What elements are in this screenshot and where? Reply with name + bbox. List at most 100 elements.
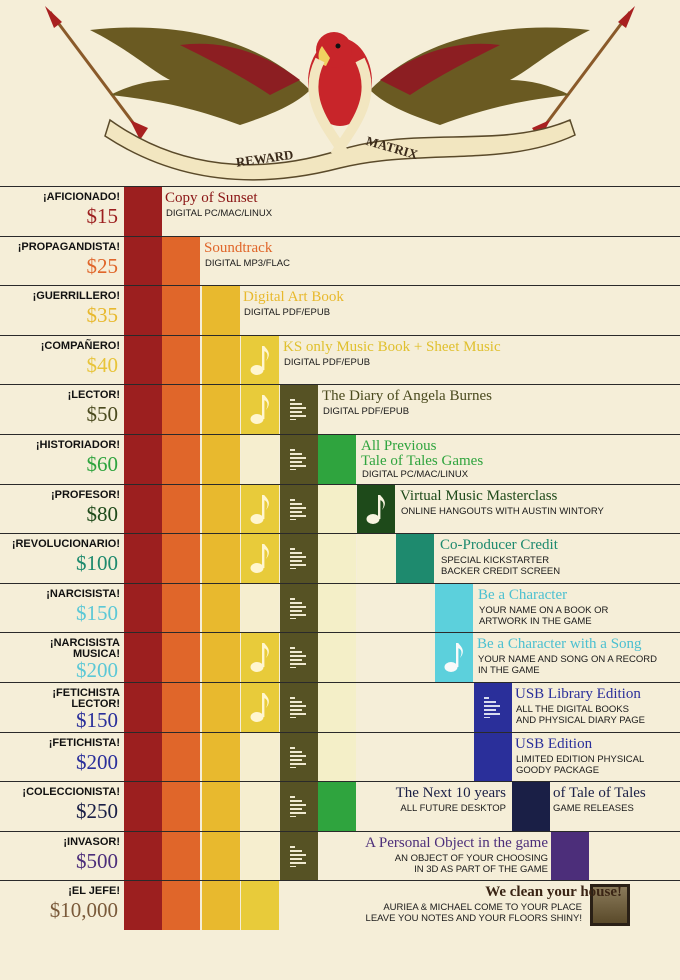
tier-row: ¡LECTOR! $50 The Diary of Angela Burnes DIG…	[0, 384, 680, 434]
reward-title: Copy of Sunset	[165, 190, 258, 206]
reward-title: Virtual Music Masterclass	[400, 487, 558, 504]
reward-description: DIGITAL PDF/EPUB	[323, 406, 410, 418]
tier-row: ¡REVOLUCIONARIO! $100 Co-Producer Credit SP…	[0, 533, 680, 583]
reward-description: YOUR NAME AND SONG ON A RECORD	[478, 654, 657, 666]
tier-name: ¡FETICHISTA	[52, 687, 120, 699]
tier-row: ¡FETICHISTA! $200 USB Edition LIMITED EDITI…	[0, 731, 680, 782]
tier-price: $10,000	[49, 898, 118, 923]
document-icon	[280, 783, 318, 829]
matrix-cell-pale	[241, 582, 279, 633]
tier-name: ¡GUERRILLERO!	[32, 290, 120, 303]
matrix-cell-pale	[318, 632, 356, 682]
tier-name: ¡AFICIONADO!	[43, 191, 120, 203]
music-note-icon	[241, 535, 279, 581]
matrix-column-1	[124, 186, 162, 930]
reward-title: KS only Music Book + Sheet Music	[283, 338, 501, 355]
matrix-cell-pale	[241, 434, 279, 484]
tier-row: ¡EL JEFE! $10,000 We clean your house! AURI…	[0, 880, 680, 944]
tier-row: ¡NARCISISTA MUSICA! $200 Be a Character wit…	[0, 632, 680, 682]
tier-price: $150	[76, 708, 118, 732]
tier-name: ¡INVASOR!	[63, 835, 120, 848]
reward-title: The Next 10 years	[395, 785, 506, 802]
header-emblem: REWARD MATRIX	[0, 0, 680, 186]
tier-name: ¡FETICHISTA!	[48, 736, 120, 749]
reward-description: LEAVE YOU NOTES AND YOUR FLOORS SHINY!	[365, 913, 582, 925]
tier-name: ¡HISTORIADOR!	[35, 439, 120, 451]
reward-title: Co-Producer Credit	[440, 537, 558, 554]
tier-price: $500	[76, 848, 118, 873]
matrix-cell-pale	[318, 483, 356, 534]
matrix-cell-pale	[318, 682, 356, 732]
document-icon	[280, 634, 318, 680]
tier-price: $250	[76, 799, 118, 824]
reward-description: AND PHYSICAL DIARY PAGE	[516, 715, 645, 726]
tier-name: ¡NARCISISTA!	[46, 587, 120, 600]
tier-price: $40	[86, 352, 119, 377]
reward-description: ALL THE DIGITAL BOOKS	[516, 704, 629, 715]
document-icon	[280, 436, 318, 482]
matrix-cell-pale	[357, 533, 395, 583]
matrix-cell-pale	[241, 781, 279, 831]
reward-description: GOODY PACKAGE	[516, 764, 600, 776]
tier-row: ¡HISTORIADOR! $60 All Previous Tale of Tale…	[0, 434, 680, 484]
tier-price: $25	[86, 253, 119, 278]
reward-description: DIGITAL MP3/FLAC	[205, 257, 290, 269]
reward-description: ONLINE HANGOUTS WITH AUSTIN WINTORY	[401, 505, 604, 517]
matrix-column-2	[162, 235, 200, 930]
tier-name-line2: LECTOR!	[71, 698, 120, 710]
bird-emblem-illustration: REWARD MATRIX	[45, 6, 635, 181]
reward-description: LIMITED EDITION PHYSICAL	[516, 753, 645, 765]
matrix-cell-pale	[241, 830, 279, 881]
tier-name: ¡LECTOR!	[67, 389, 120, 402]
tier-row: ¡AFICIONADO! $15 Copy of Sunset DIGITAL PC/…	[0, 186, 680, 236]
reward-title: The Diary of Angela Burnes	[322, 388, 492, 405]
tier-name: ¡EL JEFE!	[68, 885, 120, 898]
reward-description: ARTWORK IN THE GAME	[479, 615, 592, 627]
reward-description-continued: GAME RELEASES	[553, 803, 634, 815]
tier-row: ¡PROPAGANDISTA! $25 Soundtrack DIGITAL MP3/…	[0, 235, 680, 286]
reward-title: USB Library Edition	[515, 686, 641, 702]
reward-description: DIGITAL PDF/EPUB	[284, 356, 371, 368]
matrix-cell-pale	[241, 731, 279, 782]
music-note-icon	[357, 486, 395, 532]
tier-price: $60	[86, 452, 119, 476]
tier-name-line2: MUSICA!	[72, 648, 120, 661]
tier-row: ¡COLECCIONISTA! $250 The Next 10 years of T…	[0, 781, 680, 831]
music-note-icon	[241, 337, 279, 383]
tier-row: ¡GUERRILLERO! $35 Digital Art Book DIGITAL …	[0, 285, 680, 335]
reward-title: USB Edition	[515, 735, 593, 752]
tier-price: $150	[76, 600, 118, 625]
tier-name: ¡REVOLUCIONARIO!	[11, 538, 120, 551]
document-icon	[280, 585, 318, 631]
matrix-cell-pale	[318, 533, 356, 583]
reward-title-continued: of Tale of Tales	[553, 785, 646, 802]
matrix-cell-pale	[318, 731, 356, 782]
tier-price: $35	[86, 303, 119, 328]
music-note-icon	[241, 386, 279, 432]
matrix-column-12	[551, 830, 589, 881]
document-icon	[280, 833, 318, 879]
document-icon	[280, 386, 318, 432]
reward-title: Be a Character	[478, 586, 568, 603]
tier-name: ¡COLECCIONISTA!	[22, 786, 120, 799]
music-note-icon	[241, 684, 279, 730]
tier-name: ¡PROPAGANDISTA!	[17, 240, 120, 253]
reward-description: DIGITAL PC/MAC/LINUX	[362, 469, 469, 480]
reward-title-line2: Tale of Tales Games	[361, 453, 484, 469]
reward-description: IN 3D AS PART OF THE GAME	[414, 863, 548, 875]
reward-description: YOUR NAME ON A BOOK OR	[479, 604, 609, 616]
reward-title: Soundtrack	[204, 239, 273, 256]
tier-row: ¡NARCISISTA! $150 Be a Character YOUR NAME …	[0, 582, 680, 633]
reward-title: Digital Art Book	[243, 289, 344, 306]
tier-price: $15	[86, 204, 119, 228]
document-icon	[280, 535, 318, 581]
reward-title: Be a Character with a Song	[477, 636, 642, 653]
matrix-column-8	[396, 533, 434, 583]
reward-description: BACKER CREDIT SCREEN	[441, 566, 561, 578]
reward-description: AN OBJECT OF YOUR CHOOSING	[394, 852, 548, 864]
reward-description: DIGITAL PC/MAC/LINUX	[166, 208, 273, 219]
reward-description: IN THE GAME	[478, 665, 540, 677]
music-note-icon	[241, 634, 279, 680]
reward-title: We clean your house!	[485, 884, 622, 901]
